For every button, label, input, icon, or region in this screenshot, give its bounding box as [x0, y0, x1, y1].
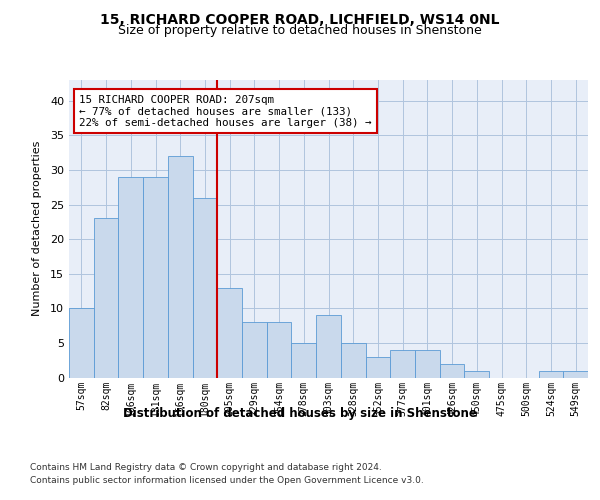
Bar [440, 364, 464, 378]
Bar [390, 350, 415, 378]
Text: 15, RICHARD COOPER ROAD, LICHFIELD, WS14 0NL: 15, RICHARD COOPER ROAD, LICHFIELD, WS14… [100, 12, 500, 26]
Bar [464, 370, 489, 378]
Bar [316, 315, 341, 378]
Bar [341, 343, 365, 378]
Bar [168, 156, 193, 378]
Bar [217, 288, 242, 378]
Bar [563, 370, 588, 378]
Bar [143, 177, 168, 378]
Bar [94, 218, 118, 378]
Bar [118, 177, 143, 378]
Bar [193, 198, 217, 378]
Bar [69, 308, 94, 378]
Text: Contains public sector information licensed under the Open Government Licence v3: Contains public sector information licen… [30, 476, 424, 485]
Bar [539, 370, 563, 378]
Y-axis label: Number of detached properties: Number of detached properties [32, 141, 41, 316]
Bar [267, 322, 292, 378]
Bar [242, 322, 267, 378]
Text: Distribution of detached houses by size in Shenstone: Distribution of detached houses by size … [123, 408, 477, 420]
Bar [365, 356, 390, 378]
Text: Size of property relative to detached houses in Shenstone: Size of property relative to detached ho… [118, 24, 482, 37]
Text: Contains HM Land Registry data © Crown copyright and database right 2024.: Contains HM Land Registry data © Crown c… [30, 462, 382, 471]
Bar [292, 343, 316, 378]
Text: 15 RICHARD COOPER ROAD: 207sqm
← 77% of detached houses are smaller (133)
22% of: 15 RICHARD COOPER ROAD: 207sqm ← 77% of … [79, 95, 372, 128]
Bar [415, 350, 440, 378]
